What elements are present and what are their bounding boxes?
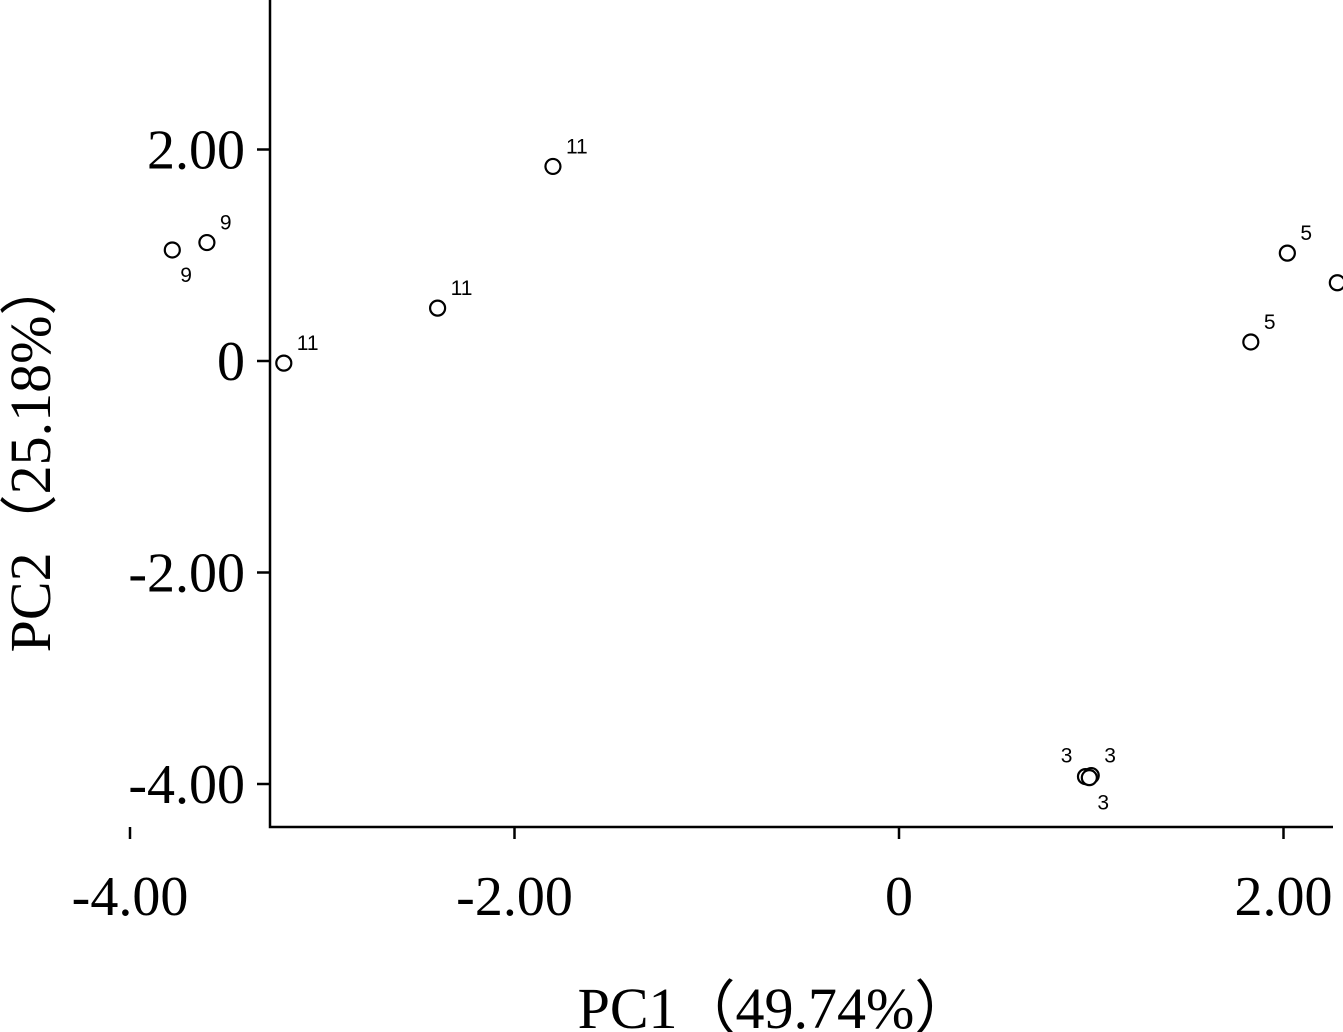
y-tick-label: -4.00 [128,754,245,816]
data-points: 999111111333555777 [163,135,1343,815]
y-tick-label: -2.00 [128,543,245,605]
data-point [163,241,181,259]
data-point [1242,333,1260,351]
y-tick-label: 0 [217,331,245,393]
data-point-label: 11 [451,277,473,300]
axis-lines [268,0,1333,829]
data-point [1278,244,1296,262]
data-point [1328,274,1343,292]
x-axis-title: PC1（49.74%） [578,976,973,1032]
data-point-label: 9 [220,212,232,235]
data-point [198,233,216,252]
x-tick-label: 0 [885,866,913,928]
y-axis-ticks: -4.00 -2.00 0 2.00 [128,120,270,816]
data-point [544,157,562,176]
data-point [275,354,293,372]
data-point-label: 3 [1104,745,1116,768]
x-tick-label: -2.00 [456,866,573,928]
x-tick-label: 2.00 [1235,866,1333,928]
data-point [429,299,447,317]
data-point-label: 3 [1061,745,1073,768]
data-point-label: 3 [1097,792,1109,815]
y-axis-title: PC2（25.18%） [0,258,63,653]
y-tick-label: 2.00 [147,120,245,182]
x-tick-label: -4.00 [72,866,189,928]
data-point-label: 11 [566,135,588,158]
data-point-label: 5 [1300,222,1312,245]
data-point-label: 9 [180,264,192,287]
data-point-label: 11 [297,332,319,355]
data-point-label: 5 [1264,311,1276,334]
data-point [1080,769,1098,787]
